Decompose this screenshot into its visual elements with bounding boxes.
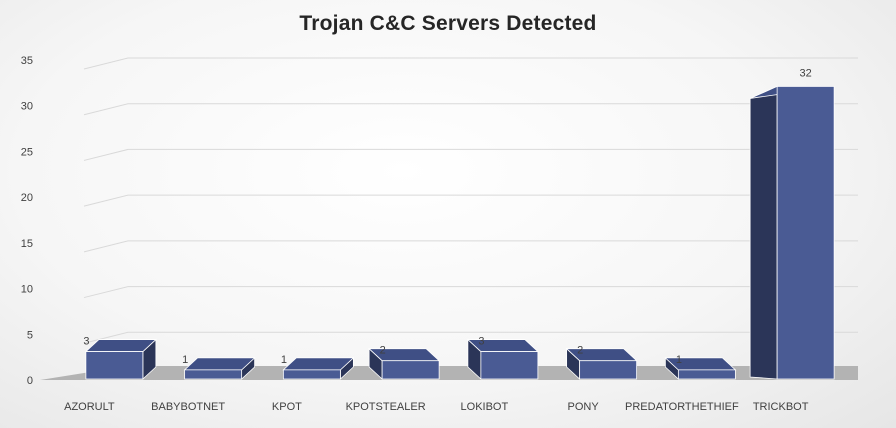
x-tick-label: BABYBOTNET xyxy=(151,401,225,413)
gridline xyxy=(83,286,858,299)
x-tick-label: KPOTSTEALER xyxy=(346,401,426,413)
y-tick-label: 30 xyxy=(21,101,33,113)
bar-side xyxy=(749,85,778,380)
data-label: 3 xyxy=(83,336,89,348)
gridline xyxy=(83,194,858,207)
bar-kpot xyxy=(282,356,355,380)
x-tick-label: TRICKBOT xyxy=(753,401,809,413)
x-tick-label: PREDATORTHETHIEF xyxy=(625,401,739,413)
bar-front xyxy=(579,360,638,380)
gridline xyxy=(83,240,858,253)
bar-front xyxy=(184,369,243,380)
gridline xyxy=(83,148,858,161)
bar-front xyxy=(282,369,341,380)
bar-kpotstealer xyxy=(368,347,441,380)
data-label: 1 xyxy=(676,354,682,366)
bar-pony xyxy=(565,347,638,380)
y-tick-label: 35 xyxy=(21,55,33,67)
bar-trickbot xyxy=(749,85,835,380)
x-tick-label: AZORULT xyxy=(64,401,115,413)
y-tick-label: 0 xyxy=(27,375,33,387)
y-tick-label: 15 xyxy=(21,238,33,250)
bar-lokibot xyxy=(466,338,539,380)
bar-front xyxy=(776,86,835,380)
gridline xyxy=(83,57,858,70)
data-label: 2 xyxy=(380,345,386,357)
bar-top xyxy=(282,357,355,371)
gridline xyxy=(83,103,858,116)
y-tick-label: 5 xyxy=(27,329,33,341)
bar-front xyxy=(480,351,539,380)
bar-front xyxy=(85,351,144,380)
x-tick-label: LOKIBOT xyxy=(461,401,509,413)
bar-top xyxy=(183,357,256,371)
data-label: 3 xyxy=(478,336,484,348)
x-tick-label: KPOT xyxy=(272,401,302,413)
bar-front xyxy=(677,369,736,380)
x-tick-label: PONY xyxy=(568,401,600,413)
bar-babybotnet xyxy=(183,356,256,380)
y-tick-label: 25 xyxy=(21,146,33,158)
y-tick-label: 10 xyxy=(21,284,33,296)
bar-predatorthethief xyxy=(664,356,737,380)
bar-front xyxy=(381,360,440,380)
bar-azorult xyxy=(84,338,157,380)
data-label: 1 xyxy=(281,354,287,366)
chart-title: Trojan C&C Servers Detected xyxy=(299,12,597,35)
y-tick-label: 20 xyxy=(21,192,33,204)
bar-top xyxy=(84,339,157,352)
data-label: 1 xyxy=(182,354,188,366)
data-label: 2 xyxy=(577,345,583,357)
data-label: 32 xyxy=(800,67,812,79)
